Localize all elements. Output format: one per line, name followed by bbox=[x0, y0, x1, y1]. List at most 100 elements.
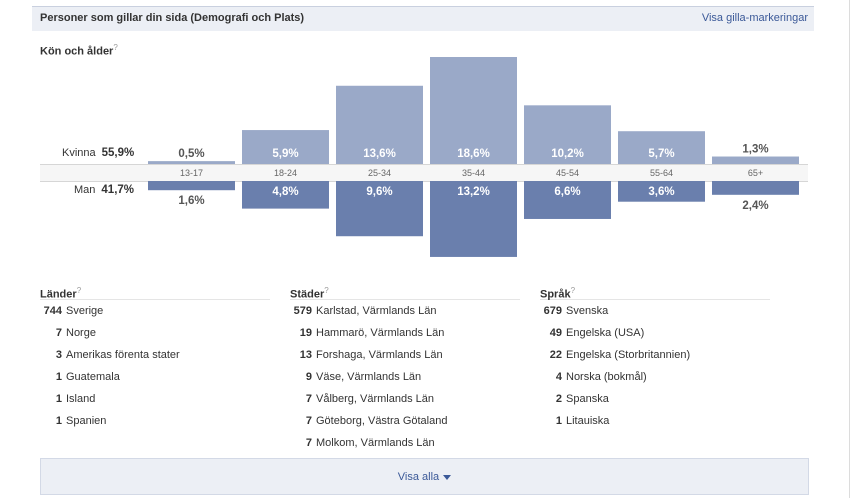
list-item-count: 22 bbox=[549, 349, 562, 361]
list-item: 9 Väse, Värmlands Län bbox=[290, 371, 520, 393]
male-row-label: Man 41,7% bbox=[74, 184, 134, 196]
list-item-count: 7 bbox=[305, 415, 312, 427]
male-value-label: 9,6% bbox=[366, 186, 392, 198]
age-tick-label: 25-34 bbox=[368, 168, 391, 178]
help-icon[interactable]: ? bbox=[570, 286, 576, 295]
caret-down-icon[interactable] bbox=[443, 474, 452, 480]
list-item-name: Litauiska bbox=[566, 415, 610, 427]
list-item-name: Spanska bbox=[566, 393, 609, 405]
male-value-label: 1,6% bbox=[178, 195, 204, 207]
list-item: 1 Spanien bbox=[40, 415, 270, 437]
female-bar bbox=[148, 161, 235, 164]
female-bar bbox=[430, 57, 517, 164]
list-item-name: Amerikas förenta stater bbox=[66, 349, 180, 361]
list-item: 7 Vålberg, Värmlands Län bbox=[290, 393, 520, 415]
list-item: 1 Litauiska bbox=[540, 415, 770, 437]
age-tick-label: 55-64 bbox=[650, 168, 673, 178]
male-value-label: 3,6% bbox=[648, 186, 674, 198]
panel-right-border bbox=[849, 0, 850, 498]
languages-column: Språk? 679 Svenska 49 Engelska (USA) 22 Engel… bbox=[540, 286, 770, 437]
list-item: 19 Hammarö, Värmlands Län bbox=[290, 327, 520, 349]
age-tick-label: 45-54 bbox=[556, 168, 579, 178]
list-item: 13 Forshaga, Värmlands Län bbox=[290, 349, 520, 371]
female-value-label: 1,3% bbox=[742, 144, 768, 156]
list-item-count: 579 bbox=[293, 305, 312, 317]
male-value-label: 4,8% bbox=[272, 186, 298, 198]
gender-age-chart: 0,5% 1,6% 13-17 5,9% 4,8% 18-24 13,6% 9,6% 25-34… bbox=[148, 57, 799, 257]
female-row-label: Kvinna 55,9% bbox=[62, 147, 134, 159]
list-item-count: 1 bbox=[55, 393, 62, 405]
female-bar bbox=[242, 130, 329, 164]
countries-list: 744 Sverige 7 Norge 3 Amerikas förenta stater… bbox=[40, 305, 270, 437]
help-icon[interactable]: ? bbox=[324, 286, 329, 295]
list-item: 7 Molkom, Värmlands Län bbox=[290, 437, 520, 459]
female-value-label: 5,7% bbox=[648, 148, 674, 160]
male-total: 41,7% bbox=[101, 184, 135, 196]
male-bar bbox=[242, 181, 329, 209]
show-all-link[interactable]: Visa alla bbox=[41, 471, 808, 483]
show-all-bar[interactable]: Visa alla bbox=[40, 458, 809, 495]
female-value-label: 5,9% bbox=[272, 148, 298, 160]
list-item-name: Molkom, Värmlands Län bbox=[316, 437, 435, 449]
age-tick-label: 35-44 bbox=[462, 168, 485, 178]
female-value-label: 10,2% bbox=[551, 148, 584, 160]
male-bar bbox=[618, 181, 705, 202]
panel-header: Personer som gillar din sida (Demografi … bbox=[32, 6, 814, 31]
female-bar bbox=[524, 105, 611, 164]
male-value-label: 13,2% bbox=[457, 186, 490, 198]
list-item-count: 7 bbox=[305, 393, 312, 405]
list-item-name: Svenska bbox=[566, 305, 609, 317]
gender-age-title: Kön och ålder? bbox=[40, 43, 118, 58]
list-item: 3 Amerikas förenta stater bbox=[40, 349, 270, 371]
female-value-label: 18,6% bbox=[457, 148, 490, 160]
list-item-count: 1 bbox=[55, 371, 62, 383]
list-item-name: Vålberg, Värmlands Län bbox=[316, 393, 435, 405]
list-item-name: Norge bbox=[66, 327, 96, 339]
age-axis-band bbox=[40, 164, 808, 182]
list-item-count: 744 bbox=[43, 305, 62, 317]
languages-list: 679 Svenska 49 Engelska (USA) 22 Engelska (St… bbox=[540, 305, 770, 437]
list-item-count: 2 bbox=[555, 393, 562, 405]
list-item-name: Sverige bbox=[66, 305, 104, 317]
male-bar bbox=[524, 181, 611, 219]
list-item: 22 Engelska (Storbritannien) bbox=[540, 349, 770, 371]
female-label: Kvinna bbox=[62, 147, 96, 159]
male-bar bbox=[148, 181, 235, 191]
help-icon[interactable]: ? bbox=[113, 43, 118, 52]
panel-title: Personer som gillar din sida (Demografi … bbox=[40, 12, 305, 24]
list-item-name: Engelska (Storbritannien) bbox=[566, 349, 691, 361]
view-likes-link[interactable]: Visa gilla-markeringar bbox=[701, 12, 808, 24]
list-item-name: Guatemala bbox=[66, 371, 120, 383]
list-item-count: 49 bbox=[549, 327, 562, 339]
cities-title-text: Städer bbox=[290, 288, 325, 301]
cities-list: 579 Karlstad, Värmlands Län 19 Hammarö, Vär… bbox=[290, 305, 520, 459]
male-value-label: 6,6% bbox=[554, 186, 580, 198]
female-bar bbox=[618, 131, 705, 164]
countries-title-text: Länder bbox=[40, 288, 77, 301]
male-bar bbox=[712, 181, 799, 195]
list-item: 7 Norge bbox=[40, 327, 270, 349]
list-item-count: 7 bbox=[305, 437, 312, 449]
list-item: 579 Karlstad, Värmlands Län bbox=[290, 305, 520, 327]
male-value-label: 2,4% bbox=[742, 200, 768, 212]
age-tick-label: 18-24 bbox=[274, 168, 297, 178]
list-item-count: 4 bbox=[555, 371, 562, 383]
male-bar bbox=[430, 181, 517, 257]
show-all-label[interactable]: Visa alla bbox=[397, 471, 440, 483]
gender-age-title-text: Kön och ålder bbox=[40, 45, 114, 58]
list-item-count: 679 bbox=[543, 305, 562, 317]
male-label: Man bbox=[74, 184, 96, 196]
help-icon[interactable]: ? bbox=[76, 286, 82, 295]
countries-title: Länder? bbox=[40, 286, 270, 301]
list-item: 679 Svenska bbox=[540, 305, 770, 327]
female-value-label: 0,5% bbox=[178, 148, 204, 160]
list-item-name: Väse, Värmlands Län bbox=[316, 371, 422, 383]
list-item: 1 Guatemala bbox=[40, 371, 270, 393]
cities-column: Städer? 579 Karlstad, Värmlands Län 19 Hamm… bbox=[290, 286, 520, 459]
list-item-count: 13 bbox=[299, 349, 312, 361]
list-item: 4 Norska (bokmål) bbox=[540, 371, 770, 393]
female-bar bbox=[336, 85, 423, 164]
list-item-count: 19 bbox=[299, 327, 312, 339]
list-item: 1 Island bbox=[40, 393, 270, 415]
cities-title: Städer? bbox=[290, 286, 520, 301]
